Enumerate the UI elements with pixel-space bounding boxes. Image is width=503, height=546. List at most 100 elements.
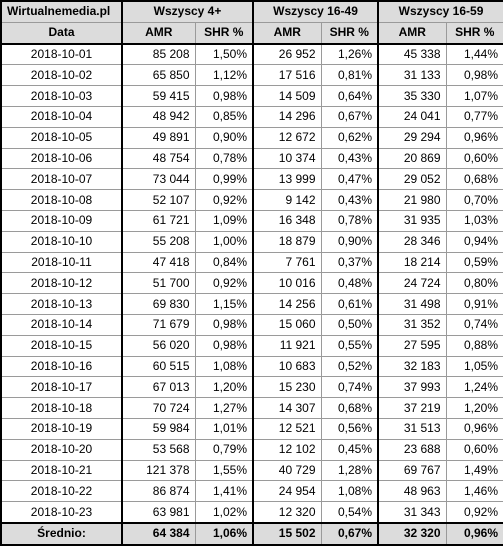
amr-16-59-cell: 31 513 xyxy=(377,417,447,440)
date-cell: 2018-10-16 xyxy=(0,355,123,378)
amr-4plus-cell: 121 378 xyxy=(121,459,196,482)
date-cell: 2018-10-15 xyxy=(0,334,123,357)
shr-16-59-cell: 0,68% xyxy=(445,168,503,191)
shr-16-49-cell: 0,43% xyxy=(320,189,380,211)
amr-4plus-cell: 52 107 xyxy=(121,189,196,211)
group-header-row: Wirtualnemedia.pl Wszyscy 4+ Wszyscy 16-… xyxy=(0,0,503,23)
average-amr-16-59: 32 320 xyxy=(377,521,447,546)
shr-16-49-cell: 0,81% xyxy=(320,64,380,87)
amr-16-49-cell: 16 348 xyxy=(252,209,322,232)
amr-16-59-cell: 29 052 xyxy=(377,168,447,191)
amr-4plus-cell: 49 891 xyxy=(121,126,196,149)
amr-4plus-cell: 86 874 xyxy=(121,480,196,503)
shr-16-49-cell: 0,52% xyxy=(320,355,380,378)
amr-4plus-cell: 70 724 xyxy=(121,397,196,419)
date-cell: 2018-10-04 xyxy=(0,105,123,128)
shr-16-59-cell: 1,20% xyxy=(445,397,503,419)
shr-4plus-cell: 0,98% xyxy=(194,334,254,357)
amr-16-59-cell: 32 183 xyxy=(377,355,447,378)
shr-4plus-cell: 1,08% xyxy=(194,355,254,378)
shr-16-59-cell: 0,98% xyxy=(445,64,503,87)
amr-16-59-cell: 23 688 xyxy=(377,438,447,461)
shr-16-49-cell: 0,50% xyxy=(320,313,380,336)
shr-16-49-cell: 0,48% xyxy=(320,272,380,295)
amr-16-49-cell: 17 516 xyxy=(252,64,322,87)
table-body: 2018-10-01 85 208 1,50% 26 952 1,26% 45 338 1,… xyxy=(0,43,503,524)
shr-16-49-cell: 0,54% xyxy=(320,501,380,524)
amr-16-59-cell: 31 935 xyxy=(377,209,447,232)
date-cell: 2018-10-22 xyxy=(0,480,123,503)
amr-16-59-cell: 29 294 xyxy=(377,126,447,149)
average-amr-4plus: 64 384 xyxy=(121,521,196,546)
amr-16-49-cell: 14 307 xyxy=(252,397,322,419)
date-cell: 2018-10-10 xyxy=(0,230,123,253)
amr-16-59-cell: 18 214 xyxy=(377,251,447,274)
table-row: 2018-10-01 85 208 1,50% 26 952 1,26% 45 338 1,… xyxy=(0,43,503,66)
date-cell: 2018-10-08 xyxy=(0,189,123,211)
shr-16-59-cell: 0,96% xyxy=(445,126,503,149)
table-row: 2018-10-02 65 850 1,12% 17 516 0,81% 31 133 0,… xyxy=(0,64,503,87)
table-row: 2018-10-04 48 942 0,85% 14 296 0,67% 24 041 0,… xyxy=(0,105,503,128)
group-header-16-59: Wszyscy 16-59 xyxy=(377,0,503,23)
table-row: 2018-10-16 60 515 1,08% 10 683 0,52% 32 183 1,… xyxy=(0,355,503,378)
average-shr-4plus: 1,06% xyxy=(194,521,254,546)
date-cell: 2018-10-23 xyxy=(0,501,123,524)
shr-16-49-cell: 0,56% xyxy=(320,417,380,440)
shr-16-49-cell: 0,43% xyxy=(320,147,380,170)
date-cell: 2018-10-05 xyxy=(0,126,123,149)
shr-header-4plus: SHR % xyxy=(194,21,254,45)
shr-16-59-cell: 0,59% xyxy=(445,251,503,274)
amr-16-59-cell: 31 343 xyxy=(377,501,447,524)
shr-16-49-cell: 0,47% xyxy=(320,168,380,191)
amr-header-4plus: AMR xyxy=(121,21,196,45)
amr-16-49-cell: 40 729 xyxy=(252,459,322,482)
amr-16-59-cell: 20 869 xyxy=(377,147,447,170)
amr-16-59-cell: 31 352 xyxy=(377,313,447,336)
shr-16-49-cell: 0,61% xyxy=(320,293,380,315)
shr-4plus-cell: 1,27% xyxy=(194,397,254,419)
shr-16-59-cell: 1,49% xyxy=(445,459,503,482)
date-cell: 2018-10-09 xyxy=(0,209,123,232)
shr-16-59-cell: 0,70% xyxy=(445,189,503,211)
table-row: 2018-10-22 86 874 1,41% 24 954 1,08% 48 963 1,… xyxy=(0,480,503,503)
shr-4plus-cell: 0,90% xyxy=(194,126,254,149)
amr-16-49-cell: 12 102 xyxy=(252,438,322,461)
table-row: 2018-10-03 59 415 0,98% 14 509 0,64% 35 330 1,… xyxy=(0,85,503,107)
amr-16-59-cell: 45 338 xyxy=(377,43,447,66)
date-cell: 2018-10-17 xyxy=(0,376,123,399)
amr-16-49-cell: 13 999 xyxy=(252,168,322,191)
shr-16-49-cell: 0,68% xyxy=(320,397,380,419)
table-row: 2018-10-09 61 721 1,09% 16 348 0,78% 31 935 1,… xyxy=(0,209,503,232)
amr-16-49-cell: 12 672 xyxy=(252,126,322,149)
shr-16-49-cell: 0,67% xyxy=(320,105,380,128)
amr-4plus-cell: 71 679 xyxy=(121,313,196,336)
amr-4plus-cell: 60 515 xyxy=(121,355,196,378)
amr-16-59-cell: 24 041 xyxy=(377,105,447,128)
shr-16-59-cell: 1,07% xyxy=(445,85,503,107)
amr-16-49-cell: 12 320 xyxy=(252,501,322,524)
table-row: 2018-10-18 70 724 1,27% 14 307 0,68% 37 219 1,… xyxy=(0,397,503,419)
shr-16-59-cell: 1,03% xyxy=(445,209,503,232)
amr-16-49-cell: 10 016 xyxy=(252,272,322,295)
shr-16-59-cell: 1,24% xyxy=(445,376,503,399)
table-row: 2018-10-08 52 107 0,92% 9 142 0,43% 21 980 0,7… xyxy=(0,189,503,211)
amr-header-16-59: AMR xyxy=(377,21,447,45)
amr-4plus-cell: 63 981 xyxy=(121,501,196,524)
table-row: 2018-10-19 59 984 1,01% 12 521 0,56% 31 513 0,… xyxy=(0,417,503,440)
table-row: 2018-10-05 49 891 0,90% 12 672 0,62% 29 294 0,… xyxy=(0,126,503,149)
amr-16-49-cell: 18 879 xyxy=(252,230,322,253)
shr-16-59-cell: 0,80% xyxy=(445,272,503,295)
shr-4plus-cell: 0,84% xyxy=(194,251,254,274)
shr-4plus-cell: 1,55% xyxy=(194,459,254,482)
date-column-header: Data xyxy=(0,21,123,45)
table-row: 2018-10-06 48 754 0,78% 10 374 0,43% 20 869 0,… xyxy=(0,147,503,170)
shr-16-59-cell: 0,96% xyxy=(445,417,503,440)
amr-4plus-cell: 59 984 xyxy=(121,417,196,440)
shr-header-16-59: SHR % xyxy=(445,21,503,45)
amr-4plus-cell: 56 020 xyxy=(121,334,196,357)
table-row: 2018-10-12 51 700 0,92% 10 016 0,48% 24 724 0,… xyxy=(0,272,503,295)
amr-header-16-49: AMR xyxy=(252,21,322,45)
amr-16-49-cell: 10 683 xyxy=(252,355,322,378)
date-cell: 2018-10-19 xyxy=(0,417,123,440)
